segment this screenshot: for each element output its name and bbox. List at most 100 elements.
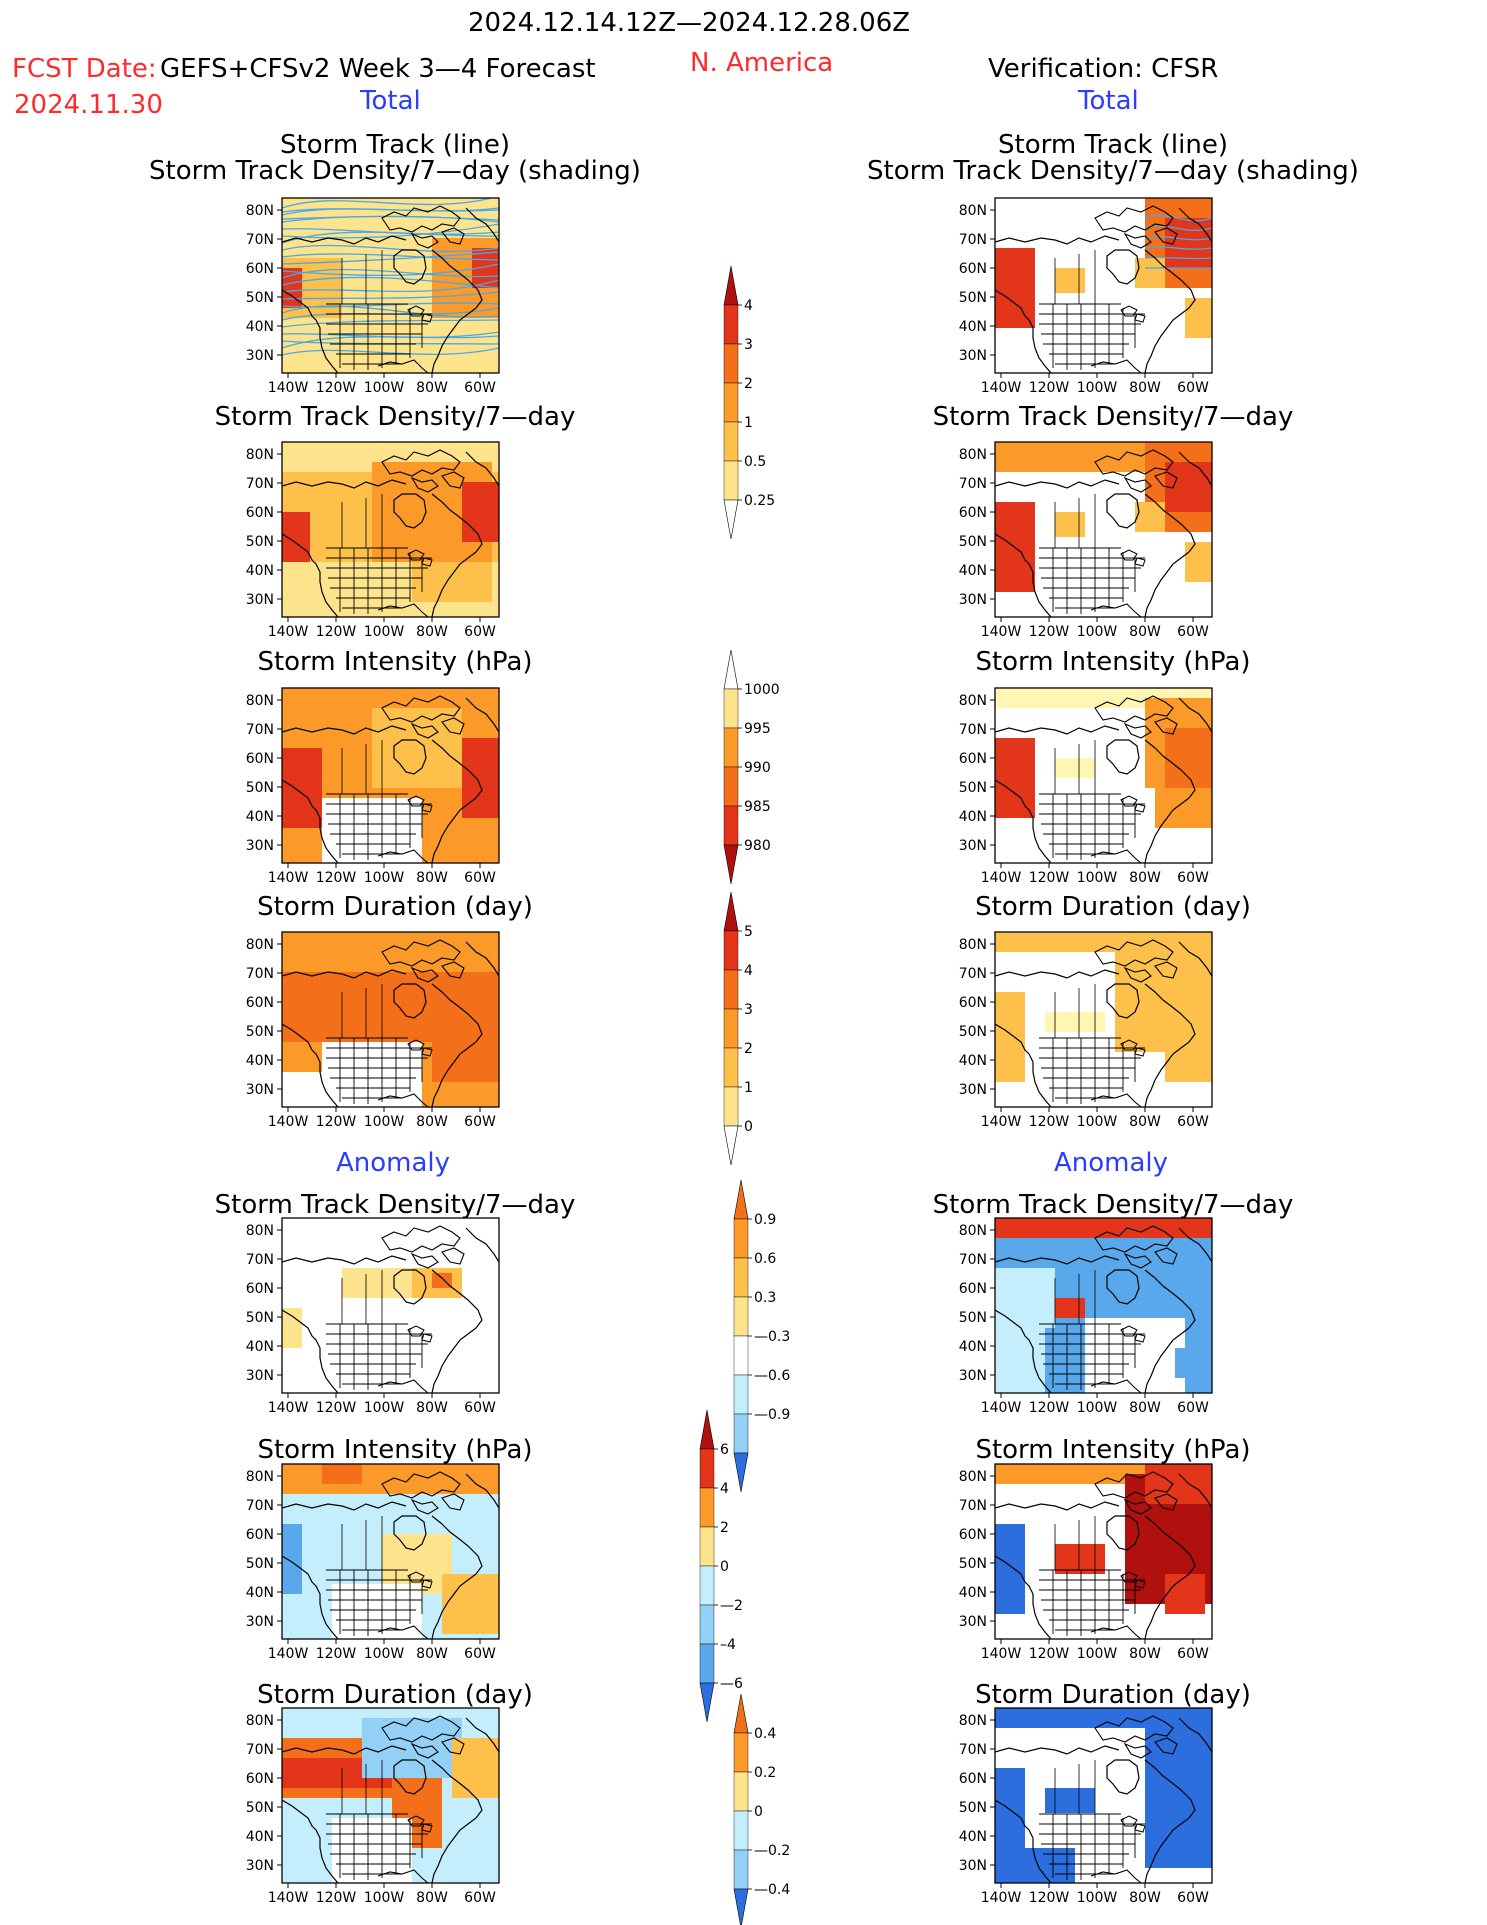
colorbar-label: 4 [720,1481,729,1497]
colorbar-segment [723,727,739,768]
colorbar-segment [733,1771,749,1812]
shading-cell [332,1818,412,1883]
lon-tick-label: 100W [364,1400,405,1416]
lat-tick-label: 70N [246,1498,274,1514]
lon-tick-label: 80W [416,1400,448,1416]
colorbar-label: 0 [754,1804,763,1820]
lat-tick-label: 30N [246,348,274,364]
lat-tick-label: 80N [246,693,274,709]
lat-tick-label: 60N [246,1281,274,1297]
lat-tick-label: 40N [959,319,987,335]
title-l3: Storm Intensity (hPa) [257,647,533,677]
colorbar-label: 1000 [744,682,780,698]
lat-tick-label: 60N [959,1281,987,1297]
lon-tick-label: 120W [316,380,357,396]
lon-tick-label: 80W [1129,380,1161,396]
date-range-title: 2024.12.14.12Z—2024.12.28.06Z [468,8,911,38]
shading-cell [1045,1788,1095,1813]
colorbar-label: —2 [720,1598,743,1614]
lon-tick-label: 120W [1029,1646,1070,1662]
colorbar-label: —0.9 [754,1407,790,1423]
section-anomaly-right: Anomaly [1054,1148,1169,1178]
map-panel-l0: 80N 70N 60N 50N 40N 30N 140W 120W 100W 80W 60W [246,197,500,396]
title-l2: Storm Track Density/7—day [214,402,576,432]
map-panel-r2: 80N 70N 60N 50N 40N 30N 140W 120W 100W 80W 60W [959,687,1213,886]
shading-cell [1185,298,1212,338]
lon-tick-label: 80W [416,380,448,396]
lon-tick-label: 120W [1029,624,1070,640]
lat-tick-label: 70N [959,966,987,982]
map-frame [994,441,1213,618]
lon-tick-label: 120W [1029,870,1070,886]
map-frame [994,1463,1213,1640]
colorbar-label: 1 [744,1080,753,1096]
storm-track-line [282,319,499,328]
lat-tick-label: 60N [959,505,987,521]
section-total-left: Total [360,86,421,116]
lon-tick-label: 80W [416,1646,448,1662]
shading-cell [1055,268,1085,293]
lon-tick-label: 100W [1077,870,1118,886]
colorbar-density-total: 4 3 2 1 0.5 0.25 [723,265,775,540]
lon-tick-label: 140W [981,1114,1022,1130]
colorbar-segment [733,1218,749,1259]
lat-tick-label: 70N [959,1742,987,1758]
lon-tick-label: 120W [316,1400,357,1416]
colorbar-segment [723,304,739,345]
colorbar-segment [733,1413,749,1454]
lat-tick-label: 60N [246,505,274,521]
map-frame [994,1217,1213,1394]
colorbar-label: 0.3 [754,1290,776,1306]
lat-tick-label: 40N [959,1339,987,1355]
lat-tick-label: 40N [246,809,274,825]
shading-cell [282,1072,322,1107]
lat-tick-label: 40N [246,1585,274,1601]
storm-track-line [282,244,499,253]
lon-tick-label: 140W [981,624,1022,640]
shading-cell [432,1002,499,1082]
shading-cell [1045,1012,1105,1032]
map-frame [281,441,500,618]
shading-cell [462,482,499,542]
colorbar-segment [723,766,739,807]
colorbar-segment [723,1086,739,1127]
colorbar-segment [733,1810,749,1851]
lat-tick-label: 30N [246,1082,274,1098]
storm-track-line [282,279,499,293]
lon-tick-label: 60W [464,624,496,640]
lon-tick-label: 140W [268,380,309,396]
colorbar-segment [733,1335,749,1376]
colorbar-segment [733,1257,749,1298]
colorbar-segment [723,688,739,729]
lat-tick-label: 40N [959,809,987,825]
lat-tick-label: 80N [959,1469,987,1485]
colorbar-label: 3 [744,1002,753,1018]
colorbar-label: 990 [744,760,771,776]
shading-cell [1055,1298,1085,1318]
shading-cell [1165,1032,1212,1082]
colorbar-segment [723,1047,739,1088]
lat-tick-label: 30N [959,1858,987,1874]
lon-tick-label: 100W [364,380,405,396]
map-panel-r5: 80N 70N 60N 50N 40N 30N 140W 120W 100W 80W 60W [959,1463,1213,1662]
shading-cell [995,992,1025,1082]
shading-cell [1055,758,1095,778]
lat-tick-label: 80N [246,1223,274,1239]
shading-cell [372,708,462,788]
shading-cell [322,1042,422,1107]
map-frame [281,1463,500,1640]
colorbar-segment [723,805,739,846]
lon-tick-label: 80W [1129,870,1161,886]
colorbar-label: —6 [720,1676,743,1692]
lon-tick-label: 60W [464,380,496,396]
shading-cell [1055,1544,1105,1574]
lon-tick-label: 60W [1177,380,1209,396]
shading-cell [332,1584,422,1639]
shading-cell [282,1218,499,1393]
lat-tick-label: 70N [959,232,987,248]
colorbar-arrow-bottom [699,1682,715,1723]
lat-tick-label: 30N [959,1082,987,1098]
colorbar-segment [699,1643,715,1684]
shading-cell [995,738,1035,818]
colorbar-segment [723,1008,739,1049]
